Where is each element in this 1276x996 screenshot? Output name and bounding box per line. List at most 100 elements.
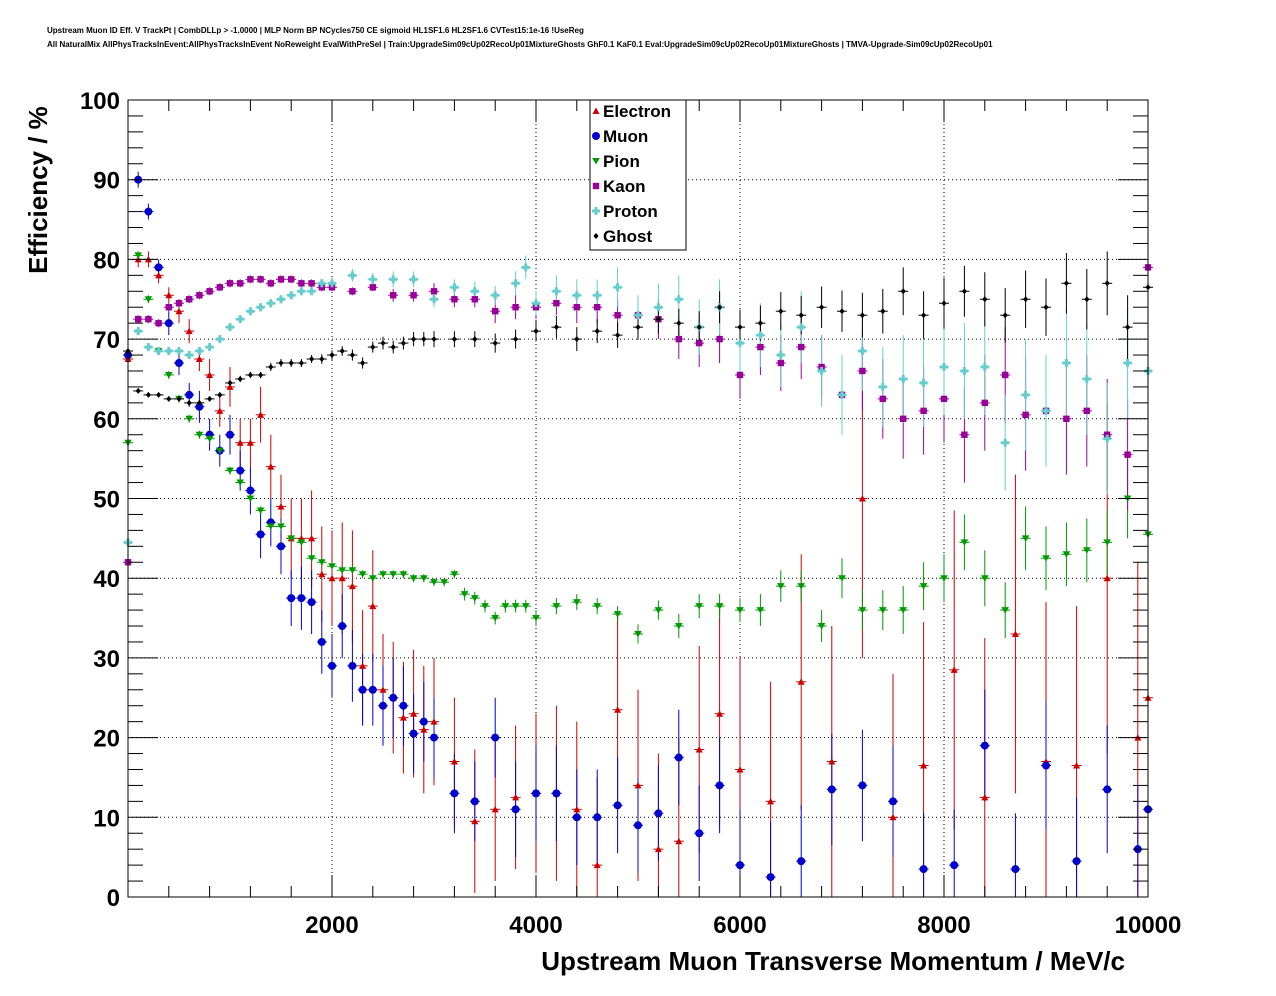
ghost-point — [156, 391, 162, 398]
proton-point — [532, 299, 540, 308]
electron-point — [889, 813, 897, 821]
kaon-point — [247, 276, 254, 283]
proton-point — [317, 279, 326, 288]
pion-point — [267, 523, 275, 530]
muon-point — [154, 263, 163, 272]
pion-point — [879, 607, 887, 614]
proton-point — [277, 295, 285, 304]
kaon-point — [757, 343, 764, 351]
ghost-point — [145, 391, 151, 398]
muon-point — [491, 733, 500, 742]
proton-point — [450, 283, 459, 292]
ghost-point — [717, 304, 723, 311]
kaon-point — [308, 280, 315, 287]
proton-point — [878, 382, 887, 391]
proton-point — [430, 295, 438, 304]
ghost-point — [798, 312, 804, 319]
ghost-point — [227, 379, 233, 386]
muon-point — [797, 857, 806, 866]
ghost-point — [288, 360, 294, 367]
proton-point — [960, 366, 969, 375]
kaon-point — [492, 308, 499, 315]
pion-point — [440, 579, 448, 586]
pion-point — [338, 567, 346, 574]
pion-point — [185, 415, 193, 423]
legend-proton-label: Proton — [603, 202, 658, 221]
proton-point — [134, 327, 143, 336]
electron-point — [716, 710, 724, 717]
electron-point — [950, 666, 958, 673]
ghost-point — [492, 340, 498, 347]
y-tick-label: 0 — [107, 885, 120, 912]
muon-point — [430, 733, 438, 742]
electron-point — [165, 291, 173, 299]
pion-point — [1001, 607, 1009, 614]
ghost-point — [135, 387, 141, 394]
pion-point — [981, 575, 989, 582]
electron-point — [695, 746, 703, 753]
ghost-point — [574, 336, 580, 343]
legend-ghost-label: Ghost — [603, 227, 652, 246]
muon-point — [450, 789, 459, 798]
pion-point — [420, 575, 428, 582]
electron-point — [767, 797, 775, 805]
y-tick-label: 100 — [80, 88, 120, 115]
muon-point — [980, 741, 989, 750]
proton-point — [470, 287, 479, 296]
proton-point — [491, 291, 500, 300]
pion-point — [1042, 555, 1050, 562]
electron-point — [675, 837, 683, 845]
electron-point — [420, 726, 428, 733]
pion-point — [654, 607, 663, 614]
electron-point — [491, 805, 499, 813]
ghost-point — [859, 312, 865, 319]
proton-point — [736, 339, 744, 348]
legend-electron-label: Electron — [603, 102, 671, 121]
pion-point — [226, 467, 234, 475]
legend-muon-marker — [592, 132, 600, 140]
pion-point — [899, 607, 907, 614]
ghost-point — [941, 300, 947, 307]
proton-point — [858, 347, 867, 356]
proton-point — [1103, 434, 1112, 443]
pion-point — [817, 623, 826, 630]
proton-point — [328, 279, 336, 288]
proton-point — [409, 275, 418, 284]
ghost-point — [553, 324, 559, 331]
electron-point — [338, 574, 346, 582]
pion-point — [858, 607, 867, 614]
legend-muon-label: Muon — [603, 127, 648, 146]
proton-point — [940, 362, 948, 371]
proton-point — [552, 287, 561, 296]
x-tick-label: 6000 — [713, 912, 766, 939]
pion-point — [348, 567, 357, 574]
proton-point — [287, 291, 296, 300]
electron-point — [206, 371, 214, 378]
ghost-point — [400, 340, 406, 347]
electron-point — [226, 383, 234, 390]
pion-point — [960, 539, 969, 546]
muon-point — [715, 781, 724, 790]
kaon-point — [390, 292, 397, 299]
proton-point — [297, 287, 306, 296]
y-tick-label: 60 — [93, 407, 120, 434]
ghost-point — [217, 391, 223, 398]
electron-point — [593, 861, 601, 869]
pion-point — [328, 563, 336, 570]
electron-point — [175, 307, 183, 315]
proton-point — [756, 331, 765, 340]
muon-point — [328, 661, 336, 670]
muon-point — [144, 207, 153, 216]
muon-point — [195, 402, 204, 411]
muon-point — [532, 789, 540, 798]
proton-point — [899, 374, 908, 383]
pion-point — [369, 575, 377, 582]
proton-point — [389, 275, 398, 284]
ghost-point — [757, 320, 763, 327]
kaon-point — [410, 292, 417, 299]
proton-point — [654, 303, 663, 312]
pion-point — [715, 603, 724, 610]
muon-point — [572, 813, 581, 822]
proton-point — [205, 343, 214, 352]
